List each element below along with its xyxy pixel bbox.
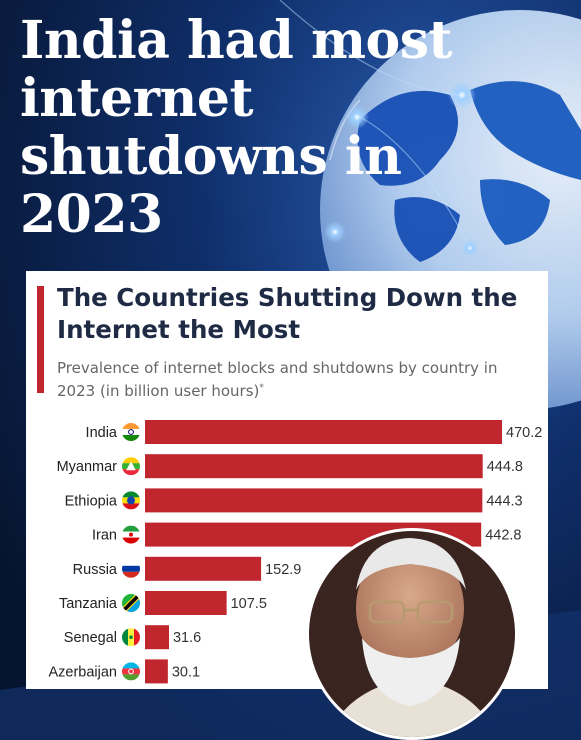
- category-label-ethiopia: Ethiopia: [65, 493, 118, 509]
- title-accent-bar: [37, 286, 44, 393]
- value-label-russia: 152.9: [265, 562, 301, 578]
- bar-ethiopia: [145, 488, 483, 513]
- value-label-ethiopia: 444.3: [486, 493, 522, 509]
- bar-senegal: [145, 625, 169, 650]
- value-label-myanmar: 444.8: [487, 459, 523, 475]
- value-label-azerbaijan: 30.1: [172, 664, 200, 680]
- value-label-tanzania: 107.5: [231, 596, 267, 612]
- chart-subtitle: Prevalence of internet blocks and shutdo…: [57, 358, 527, 401]
- tanzania-flag-icon: [122, 594, 140, 612]
- bar-tanzania: [145, 591, 227, 615]
- category-label-iran: Iran: [92, 528, 117, 544]
- india-flag-icon: [122, 423, 140, 441]
- value-label-iran: 442.8: [485, 528, 521, 544]
- category-label-azerbaijan: Azerbaijan: [48, 664, 117, 680]
- russia-flag-icon: [122, 559, 140, 578]
- category-label-russia: Russia: [73, 562, 118, 578]
- category-label-india: India: [86, 425, 118, 441]
- bar-india: [145, 420, 502, 444]
- senegal-flag-icon: [122, 628, 140, 647]
- myanmar-flag-icon: [122, 457, 140, 476]
- headline: India had most internet shutdowns in 202…: [20, 10, 453, 245]
- category-label-myanmar: Myanmar: [57, 459, 118, 475]
- category-label-senegal: Senegal: [64, 630, 117, 646]
- bar-chart: India 470.2 Myanmar 444.8 Ethiopia 444.3 Iran 4…: [48, 420, 542, 684]
- value-label-india: 470.2: [506, 425, 542, 441]
- bar-russia: [145, 556, 262, 581]
- footnote-mark: *: [259, 383, 264, 393]
- azerbaijan-flag-icon: [122, 662, 140, 681]
- category-label-tanzania: Tanzania: [59, 596, 118, 612]
- value-label-senegal: 31.6: [173, 630, 201, 646]
- chart-subtitle-text: Prevalence of internet blocks and shutdo…: [57, 359, 498, 400]
- bar-myanmar: [145, 454, 483, 479]
- ethiopia-flag-icon: [122, 491, 140, 510]
- chart-title: The Countries Shutting Down the Internet…: [57, 283, 518, 344]
- bar-azerbaijan: [145, 659, 168, 684]
- portrait-photo: [306, 528, 518, 740]
- iran-flag-icon: [122, 525, 140, 544]
